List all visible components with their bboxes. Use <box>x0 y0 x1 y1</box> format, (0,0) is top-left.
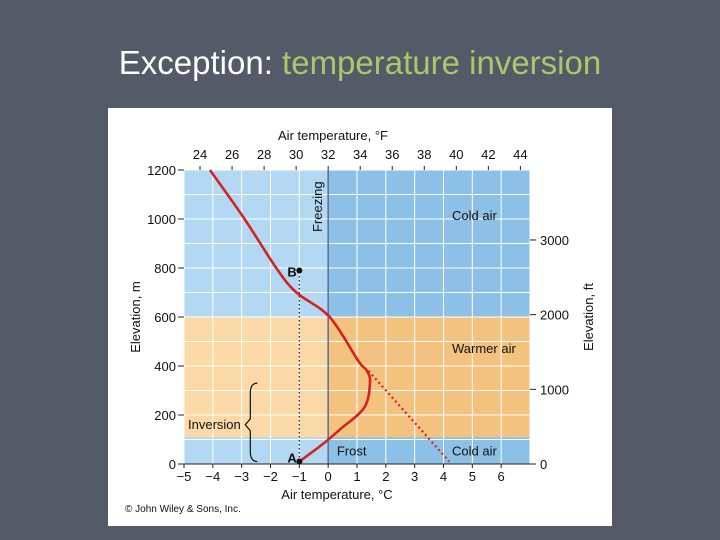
zone-label-cold-bottom: Cold air <box>452 444 497 459</box>
x-tick-label-c: −3 <box>234 469 249 484</box>
zone-band-left <box>184 317 329 438</box>
zone-label-warmer: Warmer air <box>452 341 516 356</box>
figure-card: Freezing −5 −4 −3 −2 −1 0 1 2 3 4 5 6 Air temperatur… <box>108 108 612 526</box>
x-tick-label-f: 40 <box>449 147 463 162</box>
y-tick-label-ft: 0 <box>540 457 547 472</box>
y-axis-label-left: Elevation, m <box>128 281 143 353</box>
x-tick-label-f: 24 <box>193 147 207 162</box>
y-axis-label-right: Elevation, ft <box>581 283 596 351</box>
x-tick-label-f: 32 <box>321 147 335 162</box>
x-tick-label-c: 4 <box>440 469 447 484</box>
point-label-b: B <box>287 264 296 279</box>
y-tick-label-m: 600 <box>154 310 176 325</box>
x-tick-label-f: 44 <box>513 147 527 162</box>
grid-layer <box>183 169 531 465</box>
zone-band-right <box>328 317 530 438</box>
y-tick-label-m: 0 <box>169 457 176 472</box>
y-tick-label-ft: 3000 <box>540 233 569 248</box>
slide-title: Exception: temperature inversion <box>0 44 720 82</box>
x-tick-label-f: 34 <box>353 147 367 162</box>
zone-band-left <box>184 437 329 464</box>
inversion-brace <box>244 382 258 463</box>
y-tick-label-m: 800 <box>154 261 176 276</box>
point-b <box>296 267 303 274</box>
profile-layer <box>208 169 451 465</box>
y-tick-label-ft: 1000 <box>540 382 569 397</box>
labels-layer: A B Cold air Warmer air Cold air Frost Inversi… <box>188 208 516 466</box>
x-tick-label-c: 6 <box>498 469 505 484</box>
inversion-label: Inversion <box>188 417 241 432</box>
title-accent: temperature inversion <box>282 44 602 81</box>
x-tick-label-f: 42 <box>481 147 495 162</box>
x-tick-label-c: 5 <box>469 469 476 484</box>
x-tick-label-f: 28 <box>257 147 271 162</box>
x-tick-label-c: 3 <box>411 469 418 484</box>
x-tick-label-c: −5 <box>177 469 192 484</box>
x-tick-label-c: 2 <box>382 469 389 484</box>
title-plain: Exception: <box>118 44 273 81</box>
zone-label-cold-top: Cold air <box>452 208 497 223</box>
x-tick-label-f: 36 <box>385 147 399 162</box>
zone-band-right <box>328 437 530 464</box>
x-tick-label-c: −1 <box>292 469 307 484</box>
y-tick-label-ft: 2000 <box>540 308 569 323</box>
x-tick-label-f: 38 <box>417 147 431 162</box>
x-axis-label-bottom: Air temperature, °C <box>281 487 392 502</box>
x-tick-label-c: 0 <box>325 469 332 484</box>
frost-label: Frost <box>337 444 367 459</box>
point-label-a: A <box>287 451 297 466</box>
x-tick-label-c: −4 <box>205 469 220 484</box>
x-tick-label-c: 1 <box>353 469 360 484</box>
x-tick-label-c: −2 <box>263 469 278 484</box>
x-tick-label-f: 26 <box>225 147 239 162</box>
y-tick-label-m: 200 <box>154 408 176 423</box>
y-tick-label-m: 1200 <box>147 163 176 178</box>
y-tick-label-m: 1000 <box>147 212 176 227</box>
point-a <box>296 458 303 465</box>
freezing-label: Freezing <box>310 181 325 232</box>
x-axis-label-top: Air temperature, °F <box>278 128 388 143</box>
temperature-profile-line <box>208 169 372 463</box>
x-tick-label-f: 30 <box>289 147 303 162</box>
y-tick-label-m: 400 <box>154 359 176 374</box>
copyright-text: © John Wiley & Sons, Inc. <box>125 504 241 515</box>
extrapolation-line <box>367 370 451 463</box>
